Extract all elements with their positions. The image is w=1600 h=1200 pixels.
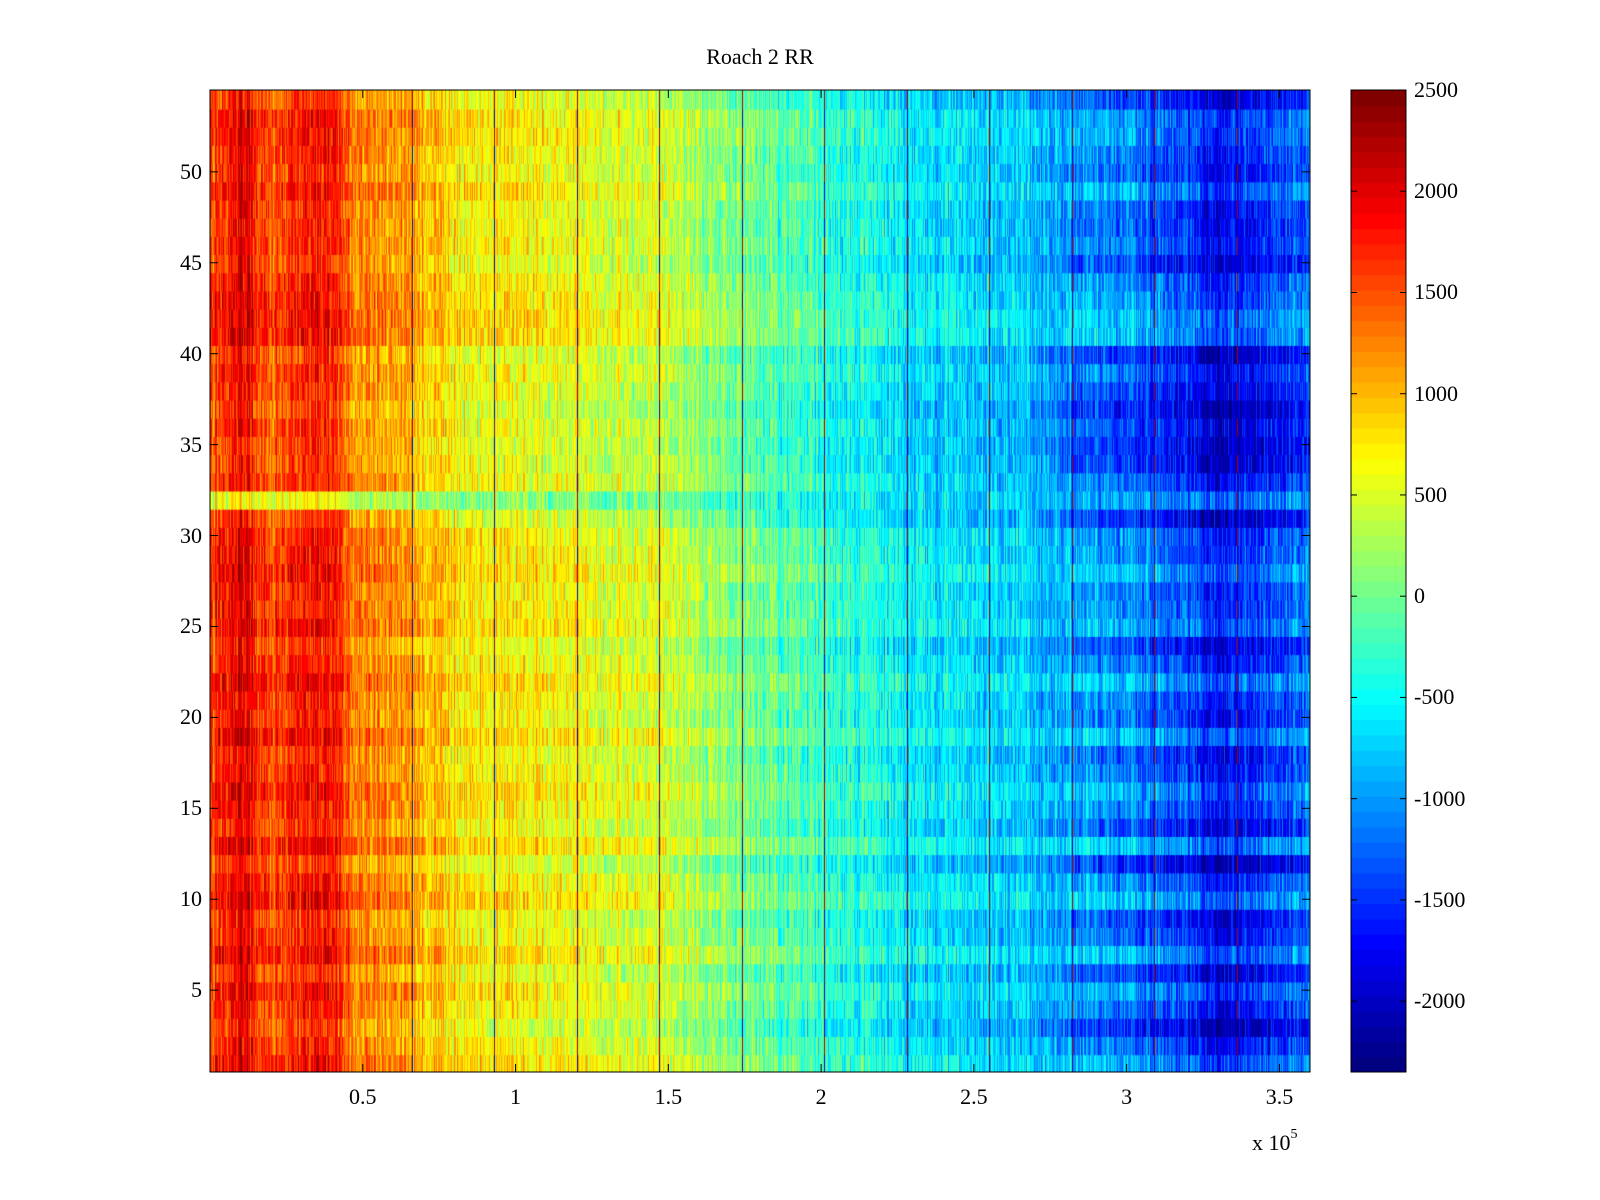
y-tick-label: 20 bbox=[180, 704, 202, 730]
y-tick-label: 15 bbox=[180, 795, 202, 821]
y-tick-label: 10 bbox=[180, 886, 202, 912]
y-tick-label: 30 bbox=[180, 522, 202, 548]
x-tick-label: 2 bbox=[815, 1084, 827, 1109]
colorbar-tick-label: 2500 bbox=[1414, 77, 1458, 102]
x-tick-label: 1.5 bbox=[654, 1084, 683, 1109]
x-axis-multiplier: x 105 bbox=[1252, 1126, 1298, 1156]
colorbar-tick-label: -1000 bbox=[1414, 785, 1466, 811]
colorbar bbox=[1351, 90, 1406, 1072]
colorbar-tick-label: 1500 bbox=[1414, 279, 1458, 305]
y-tick-label: 5 bbox=[191, 977, 202, 1003]
y-tick-label: 35 bbox=[180, 431, 202, 457]
y-tick-label: 40 bbox=[180, 340, 202, 366]
chart-title: Roach 2 RR bbox=[706, 44, 814, 69]
colorbar-tick-label: -1500 bbox=[1414, 886, 1466, 912]
colorbar-tick-label: 500 bbox=[1414, 481, 1447, 507]
colorbar-tick-label: -500 bbox=[1414, 684, 1455, 710]
colorbar-tick-label: 1000 bbox=[1414, 380, 1458, 406]
colorbar-tick-label: 0 bbox=[1414, 583, 1425, 609]
colorbar-tick-label: 2000 bbox=[1414, 178, 1458, 204]
x-tick-label: 1 bbox=[510, 1084, 522, 1109]
y-tick-label: 25 bbox=[180, 613, 202, 639]
colorbar-tick-label: -2000 bbox=[1414, 988, 1466, 1014]
x-tick-label: 3.5 bbox=[1265, 1084, 1294, 1109]
y-tick-label: 45 bbox=[180, 249, 202, 275]
x-tick-label: 0.5 bbox=[349, 1084, 377, 1109]
x-tick-label: 2.5 bbox=[960, 1084, 988, 1109]
x-multiplier-exponent: 5 bbox=[1290, 1126, 1298, 1142]
x-tick-label: 3 bbox=[1121, 1084, 1133, 1109]
y-tick-label: 50 bbox=[180, 158, 202, 184]
heatmap-image bbox=[210, 90, 1310, 1072]
x-multiplier-base: x 10 bbox=[1252, 1130, 1291, 1155]
